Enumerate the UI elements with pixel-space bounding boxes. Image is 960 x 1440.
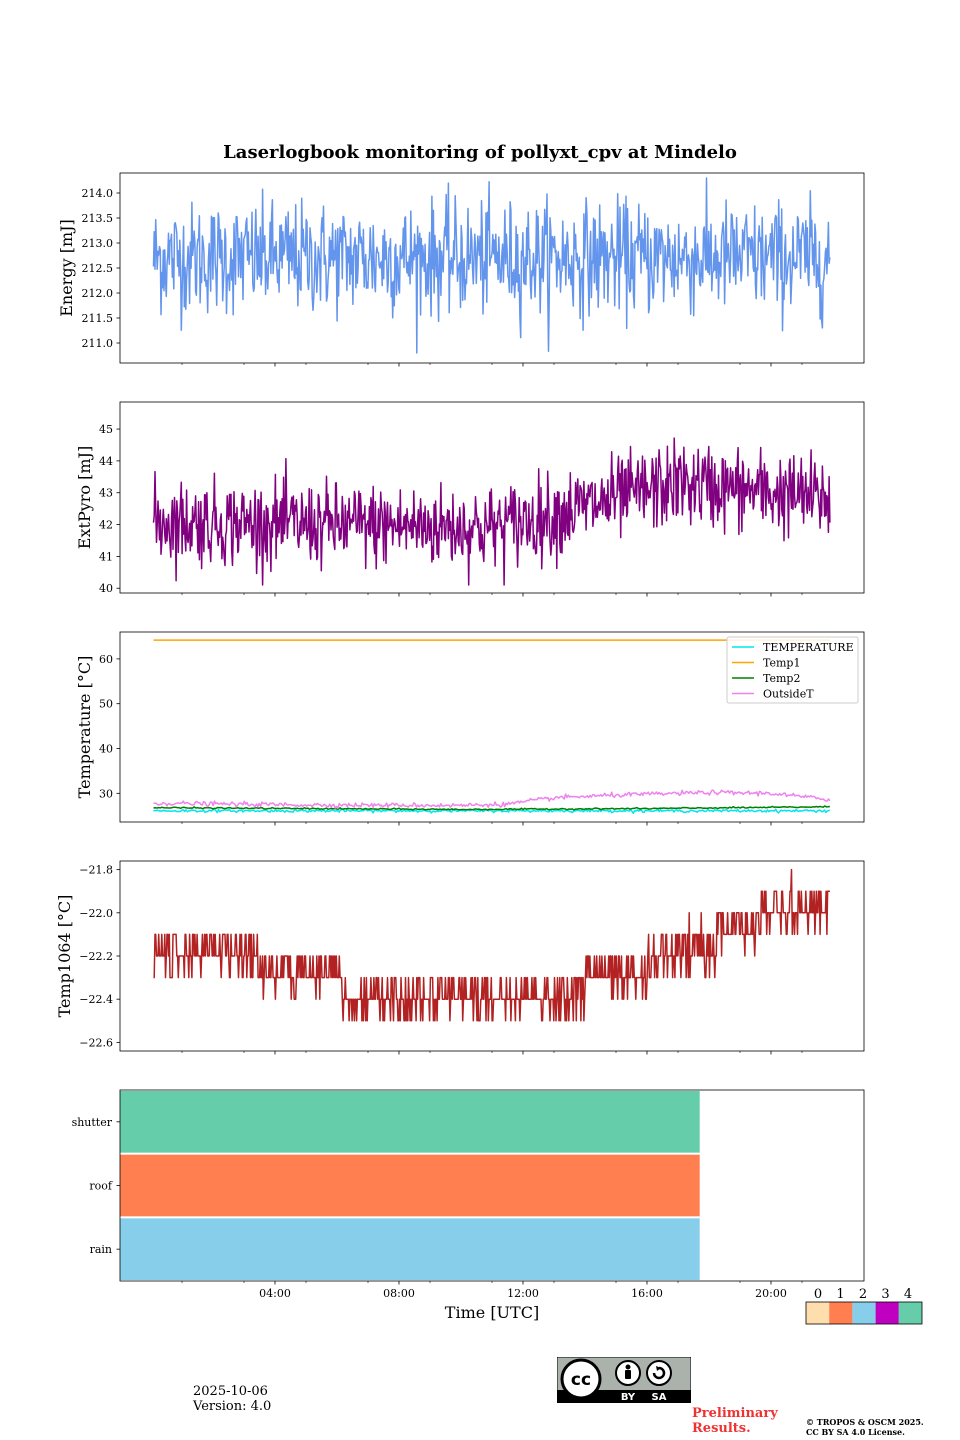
ytick-label-energy: 213.5 — [82, 212, 114, 225]
colorbar-label-0: 0 — [814, 1287, 822, 1302]
y-axis-label-temp1064: Temp1064 [°C] — [55, 895, 74, 1018]
colorbar-label-2: 2 — [859, 1287, 867, 1302]
copyright-notice: © TROPOS & OSCM 2025. CC BY SA 4.0 Licen… — [806, 1417, 924, 1437]
ytick-label-energy: 211.0 — [82, 337, 114, 350]
flag-bar-roof — [120, 1154, 700, 1217]
ytick-label-energy: 213.0 — [82, 237, 114, 250]
sa-share-icon — [646, 1360, 672, 1386]
flag-label-rain: rain — [90, 1243, 112, 1256]
copyright-line-1: © TROPOS & OSCM 2025. — [806, 1417, 924, 1427]
flag-bar-shutter — [120, 1091, 700, 1153]
panel-temp1064: −22.6 −22.4 −22.2 −22.0 −21.8 Temp1064 [°C] — [55, 860, 865, 1055]
series-line-OutsideT — [153, 789, 831, 810]
ytick-label-extpyro: 40 — [99, 582, 113, 595]
ytick-label-temp1064: −22.6 — [79, 1036, 113, 1049]
y-axis-label-extpyro: ExtPyro [mJ] — [75, 446, 94, 549]
axes-frame-flags — [119, 1089, 865, 1282]
ytick-label-extpyro: 45 — [99, 423, 113, 436]
xtick-label: 16:00 — [631, 1287, 663, 1300]
copyright-line-2: CC BY SA 4.0 License. — [806, 1427, 905, 1437]
ytick-label-temp1064: −22.4 — [79, 993, 113, 1006]
xtick-label: 04:00 — [259, 1287, 291, 1300]
legend-label-OutsideT: OutsideT — [763, 688, 814, 701]
report-version: Version: 4.0 — [193, 1399, 272, 1414]
series-group-extpyro — [152, 437, 831, 586]
sa-text: SA — [652, 1392, 667, 1403]
figure-title: Laserlogbook monitoring of pollyxt_cpv a… — [223, 142, 737, 163]
colorbar-swatch-3 — [875, 1302, 899, 1324]
colorbar-swatch-4 — [898, 1302, 922, 1324]
preliminary-line-1: Preliminary — [692, 1406, 778, 1421]
legend-box — [726, 636, 859, 704]
legend-temperature: TEMPERATURE Temp1 Temp2 OutsideT — [726, 636, 859, 704]
ytick-label-extpyro: 44 — [99, 455, 113, 468]
axes-frame-extpyro — [119, 401, 865, 594]
ytick-label-temperature: 30 — [99, 787, 113, 800]
flag-label-roof: roof — [89, 1180, 113, 1193]
ytick-label-temperature: 40 — [99, 743, 113, 756]
panel-flags: shutter roof rain 04:00 08:00 12:00 16:00 20:00 — [72, 1089, 865, 1300]
series-group-energy — [152, 177, 831, 354]
ytick-label-extpyro: 43 — [99, 487, 113, 500]
colorbar-label-1: 1 — [836, 1287, 844, 1302]
ytick-label-temp1064: −22.2 — [79, 950, 113, 963]
series-line-Temp1064 — [153, 868, 830, 1022]
series-group-temperature — [153, 639, 831, 815]
colorbar-swatch-1 — [829, 1302, 853, 1324]
series-line-Energy — [152, 177, 831, 354]
flag-bar-rain — [120, 1218, 700, 1280]
axes-frame-temp1064 — [119, 860, 865, 1052]
axes-frame-energy — [119, 172, 865, 364]
panel-energy: 211.0 211.5 212.0 212.5 213.0 213.5 214.0 Energ… — [57, 172, 865, 367]
series-line-TEMPERATURE — [153, 808, 831, 815]
y-axis-label-temperature: Temperature [°C] — [75, 656, 94, 799]
panel-extpyro: 40 41 42 43 44 45 ExtPyro [mJ] — [75, 401, 865, 597]
colorbar-label-3: 3 — [881, 1287, 889, 1302]
legend-label-TEMPERATURE: TEMPERATURE — [763, 641, 854, 654]
legend-label-Temp1: Temp1 — [763, 657, 800, 670]
ytick-label-energy: 212.5 — [82, 262, 114, 275]
axes-frame-temperature — [119, 631, 865, 823]
cc-text: cc — [571, 1370, 591, 1390]
ytick-label-temperature: 50 — [99, 698, 113, 711]
preliminary-notice: Preliminary Results. — [692, 1406, 778, 1436]
colorbar-swatch-2 — [852, 1302, 876, 1324]
series-line-ExtPyro — [152, 437, 831, 586]
y-axis-label-energy: Energy [mJ] — [57, 219, 76, 317]
legend-label-Temp2: Temp2 — [763, 672, 800, 685]
panel-temperature: 30 40 50 60 Temperature [°C] TEMPERATURE Temp1… — [75, 631, 865, 826]
colorbar-label-4: 4 — [904, 1287, 912, 1302]
xtick-label: 08:00 — [383, 1287, 415, 1300]
colorbar-swatch-0 — [806, 1302, 830, 1324]
ytick-label-temp1064: −22.0 — [79, 907, 113, 920]
colorbar-frame — [805, 1301, 923, 1325]
series-line-Temp2 — [153, 805, 831, 811]
xtick-label: 12:00 — [507, 1287, 539, 1300]
ytick-label-energy: 214.0 — [82, 187, 114, 200]
ytick-label-extpyro: 41 — [99, 550, 113, 563]
date-version-block: 2025-10-06 Version: 4.0 — [193, 1384, 271, 1414]
series-group-temp1064 — [153, 868, 830, 1022]
cc-by-sa-logo: cc BY SA — [557, 1357, 691, 1403]
chart-panels: 211.0 211.5 212.0 212.5 213.0 213.5 214.0 Energ… — [55, 172, 865, 1300]
report-date: 2025-10-06 — [193, 1384, 268, 1399]
by-text: BY — [621, 1392, 636, 1403]
preliminary-line-2: Results. — [692, 1421, 751, 1436]
xtick-label: 20:00 — [755, 1287, 787, 1300]
ytick-label-energy: 212.0 — [82, 287, 114, 300]
flag-label-shutter: shutter — [72, 1116, 113, 1129]
x-axis-label: Time [UTC] — [445, 1303, 539, 1322]
ytick-label-temp1064: −21.8 — [79, 864, 113, 877]
ytick-label-energy: 211.5 — [82, 312, 114, 325]
ytick-label-extpyro: 42 — [99, 519, 113, 532]
ytick-label-temperature: 60 — [99, 653, 113, 666]
